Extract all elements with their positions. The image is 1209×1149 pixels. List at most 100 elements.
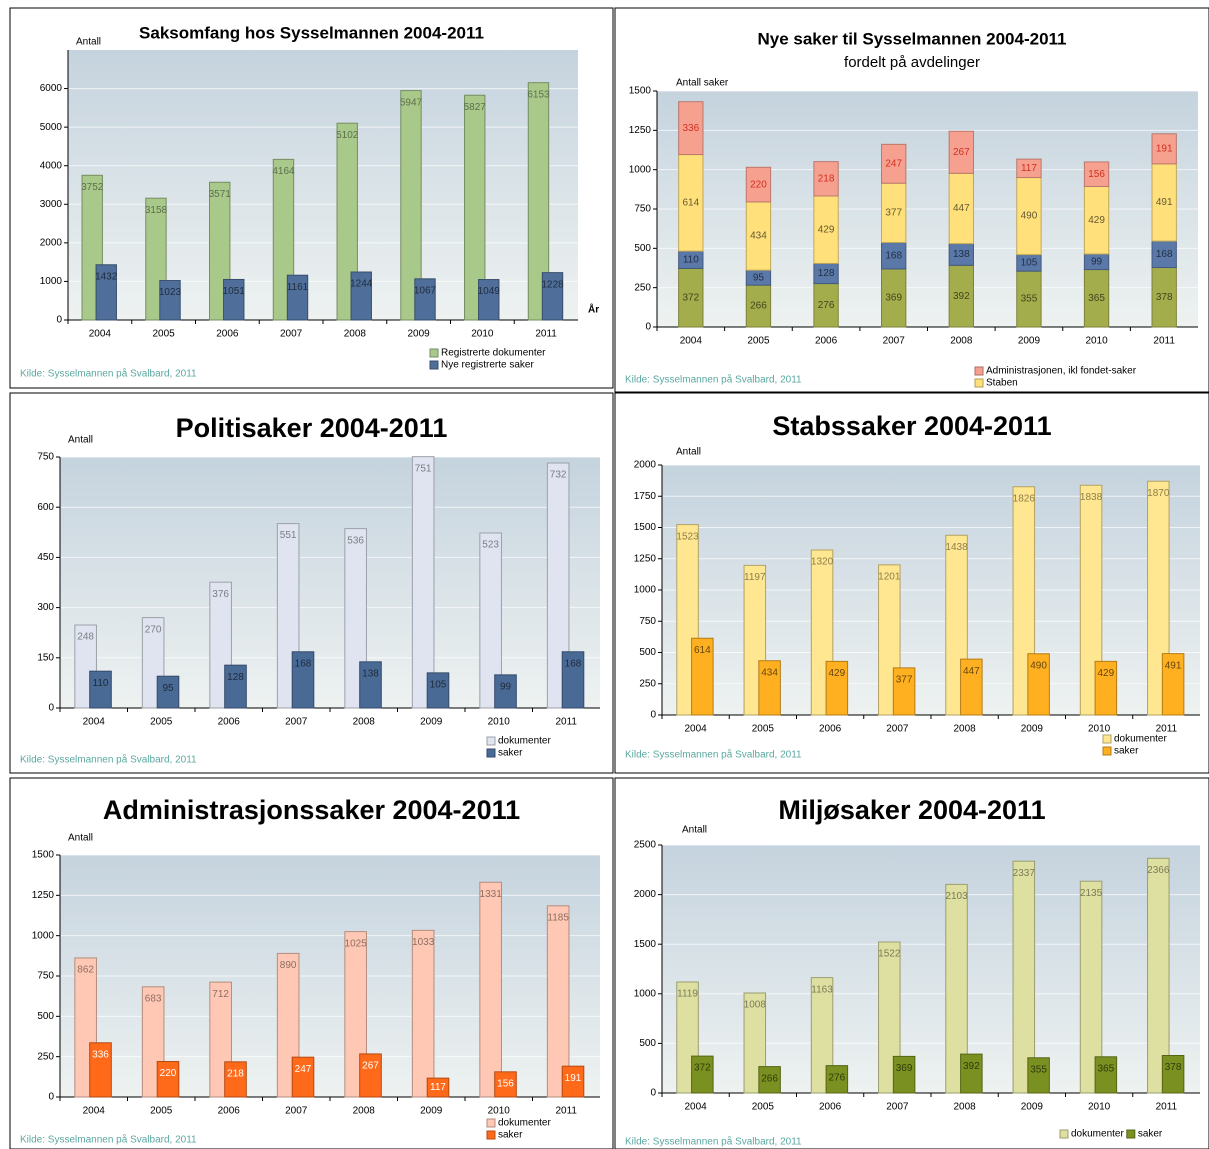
panel-border xyxy=(614,777,1209,1149)
value-label: 1244 xyxy=(350,279,373,290)
value-label: 95 xyxy=(162,683,174,694)
legend-label: Staben xyxy=(986,378,1018,389)
x-tick-label: 2007 xyxy=(886,1102,909,1113)
y-tick-label: 1750 xyxy=(634,491,657,502)
x-tick-label: 2009 xyxy=(1021,1102,1044,1113)
y-tick-label: 2000 xyxy=(634,460,657,471)
value-label: 365 xyxy=(1098,1063,1115,1074)
value-label: 1522 xyxy=(878,949,901,960)
x-axis-label: År xyxy=(588,303,599,316)
y-tick-label: 2500 xyxy=(634,840,657,851)
y-tick-label: 1000 xyxy=(634,585,657,596)
x-tick-label: 2006 xyxy=(819,724,842,735)
value-label: 429 xyxy=(1088,215,1105,226)
bar-segment xyxy=(745,201,772,271)
value-label: 110 xyxy=(683,254,699,265)
source-note: Kilde: Sysselmannen på Svalbard, 2011 xyxy=(20,368,197,380)
x-tick-label: 2005 xyxy=(752,1102,775,1113)
bar-segment xyxy=(813,161,839,197)
x-tick-label: 2004 xyxy=(83,717,106,728)
y-tick-label: 1000 xyxy=(629,164,652,175)
bar xyxy=(494,1071,517,1098)
value-label: 1438 xyxy=(945,542,968,553)
y-tick-label: 2000 xyxy=(634,889,657,900)
source-note: Kilde: Sysselmannen på Svalbard, 2011 xyxy=(625,749,802,761)
bar xyxy=(878,941,901,1094)
bar xyxy=(960,1053,983,1094)
x-tick-label: 2008 xyxy=(950,336,973,347)
value-label: 105 xyxy=(430,680,447,691)
x-tick-label: 2011 xyxy=(1156,1102,1178,1113)
source-note: Kilde: Sysselmannen på Svalbard, 2011 xyxy=(20,754,197,766)
legend-label: saker xyxy=(498,748,523,759)
bar xyxy=(1094,660,1118,716)
bar xyxy=(291,1056,315,1098)
chart-title: Miljøsaker 2004-2011 xyxy=(778,795,1045,825)
value-label: 392 xyxy=(963,1061,980,1072)
value-label: 523 xyxy=(482,540,499,551)
legend-label: dokumenter xyxy=(1071,1129,1124,1140)
x-tick-label: 2010 xyxy=(488,717,511,728)
value-label: 220 xyxy=(160,1068,177,1079)
x-tick-label: 2007 xyxy=(285,717,308,728)
y-tick-label: 0 xyxy=(650,1088,656,1099)
y-tick-label: 1000 xyxy=(32,930,55,941)
value-label: 267 xyxy=(953,147,970,158)
bar-segment xyxy=(1151,267,1177,328)
value-label: 1119 xyxy=(677,989,698,1000)
y-tick-label: 1500 xyxy=(32,850,55,861)
value-label: 1523 xyxy=(676,531,699,542)
x-tick-label: 2010 xyxy=(1088,724,1111,735)
panel-border xyxy=(9,392,614,774)
x-tick-label: 2008 xyxy=(353,717,376,728)
value-label: 117 xyxy=(430,1082,446,1093)
value-label: 378 xyxy=(1165,1062,1182,1073)
y-tick-label: 750 xyxy=(37,452,54,463)
bar xyxy=(1161,653,1185,716)
bar xyxy=(1079,484,1103,716)
legend-swatch xyxy=(1102,734,1112,744)
value-label: 1870 xyxy=(1147,488,1170,499)
value-label: 491 xyxy=(1165,660,1182,671)
x-tick-label: 2010 xyxy=(471,329,494,340)
legend-swatch xyxy=(486,1118,496,1128)
x-tick-label: 2007 xyxy=(883,336,906,347)
plot-area xyxy=(662,845,1200,1093)
value-label: 434 xyxy=(761,667,778,678)
value-label: 1067 xyxy=(414,285,437,296)
legend-swatch xyxy=(486,1130,496,1140)
bar-segment xyxy=(1083,186,1110,255)
x-tick-label: 2008 xyxy=(344,329,367,340)
value-label: 276 xyxy=(818,300,835,311)
x-tick-label: 2011 xyxy=(555,717,577,728)
bar xyxy=(561,651,585,709)
bar xyxy=(1161,1055,1185,1094)
value-label: 751 xyxy=(415,463,432,474)
x-tick-label: 2005 xyxy=(747,336,770,347)
bar xyxy=(223,278,245,321)
legend-swatch xyxy=(974,378,984,388)
value-label: 862 xyxy=(77,965,94,976)
value-label: 1049 xyxy=(478,286,501,297)
value-label: 2366 xyxy=(1147,865,1170,876)
bar-segment xyxy=(1083,269,1110,328)
x-tick-label: 2010 xyxy=(1085,336,1108,347)
bar xyxy=(1094,1056,1118,1094)
bar xyxy=(758,660,781,716)
bar xyxy=(359,661,382,709)
bar xyxy=(350,271,372,321)
x-tick-label: 2010 xyxy=(1088,1102,1111,1113)
x-tick-label: 2006 xyxy=(216,329,239,340)
value-label: 168 xyxy=(565,658,582,669)
value-label: 156 xyxy=(497,1078,514,1089)
y-tick-label: 0 xyxy=(650,710,656,721)
bar xyxy=(945,883,968,1094)
x-tick-label: 2008 xyxy=(954,724,977,735)
bar xyxy=(546,905,570,1098)
value-label: 3571 xyxy=(209,189,232,200)
value-label: 732 xyxy=(550,470,567,481)
legend-label: Registrerte dokumenter xyxy=(441,348,546,359)
bar-segment xyxy=(1016,177,1042,256)
value-label: 1051 xyxy=(223,286,246,297)
value-label: 1161 xyxy=(287,282,309,293)
